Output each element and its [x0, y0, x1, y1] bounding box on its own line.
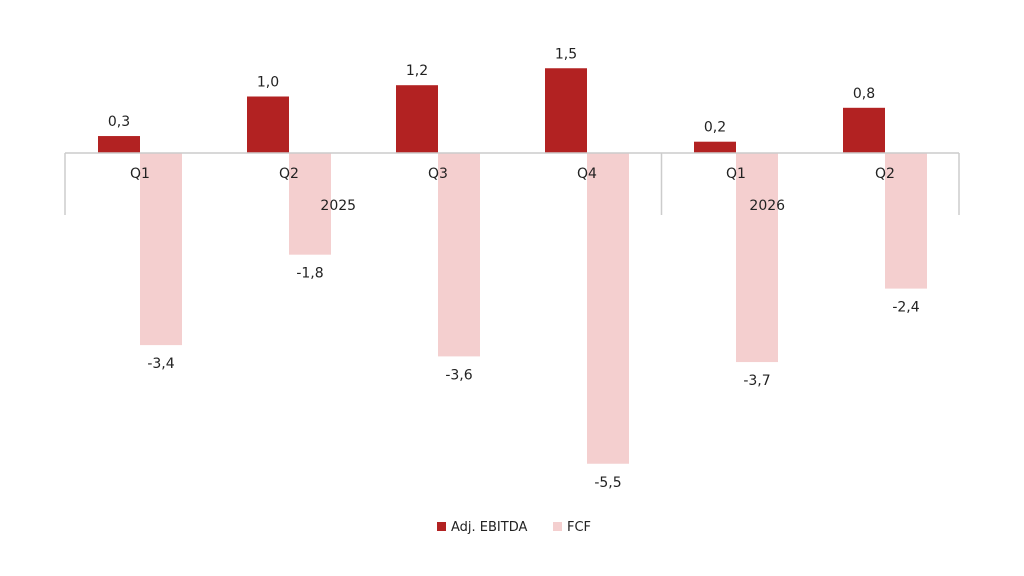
bar-adj-ebitda: [694, 141, 736, 153]
bar-adj-ebitda: [396, 85, 438, 153]
bar-fcf: [587, 153, 629, 464]
bar-fcf: [736, 153, 778, 363]
data-label-fcf: -5,5: [594, 475, 621, 491]
legend-swatch: [437, 522, 446, 531]
legend-swatch: [553, 522, 562, 531]
data-label-adj-ebitda: 1,0: [257, 75, 279, 91]
x-tick-label: Q1: [130, 166, 150, 182]
bar-adj-ebitda: [843, 107, 885, 153]
legend-label: Adj. EBITDA: [451, 520, 527, 535]
bar-adj-ebitda: [545, 68, 587, 153]
data-label-adj-ebitda: 0,8: [853, 86, 875, 102]
data-label-fcf: -3,4: [147, 356, 174, 372]
x-tick-label: Q2: [279, 166, 299, 182]
x-tick-label: Q2: [875, 166, 895, 182]
legend: Adj. EBITDA FCF: [437, 520, 591, 535]
legend-label: FCF: [567, 520, 591, 535]
bars-layer: [98, 68, 927, 464]
data-label-fcf: -3,7: [743, 373, 770, 389]
bar-fcf: [438, 153, 480, 357]
group-label: 2025: [320, 198, 356, 214]
x-tick-label: Q4: [577, 166, 597, 182]
labels-layer: 0,3 -3,4 Q1 1,0 -1,8 Q2 1,2 -3,6 Q3 1,5 -5,5 Q4 0,2 -…: [108, 46, 920, 491]
data-label-fcf: -2,4: [892, 300, 919, 316]
bar-adj-ebitda: [247, 96, 289, 153]
x-tick-label: Q1: [726, 166, 746, 182]
data-label-fcf: -3,6: [445, 367, 472, 383]
bar-fcf: [289, 153, 331, 255]
bar-fcf: [140, 153, 182, 346]
bar-adj-ebitda: [98, 136, 140, 153]
axis-layer: [64, 152, 960, 215]
group-label: 2026: [749, 198, 785, 214]
data-label-adj-ebitda: 0,3: [108, 114, 130, 130]
x-tick-label: Q3: [428, 166, 448, 182]
data-label-adj-ebitda: 1,2: [406, 63, 428, 79]
data-label-adj-ebitda: 1,5: [555, 46, 577, 62]
bar-fcf: [885, 153, 927, 289]
data-label-adj-ebitda: 0,2: [704, 120, 726, 136]
data-label-fcf: -1,8: [296, 266, 323, 282]
